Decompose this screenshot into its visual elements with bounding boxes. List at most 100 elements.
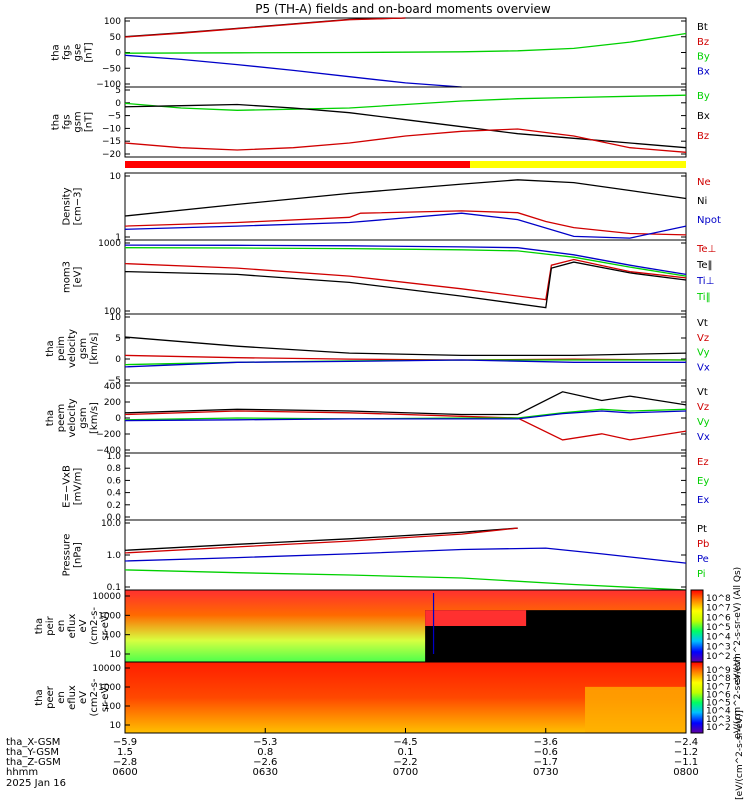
series-line-ni bbox=[124, 179, 687, 217]
panel-peem_gsm: 400 200 0 −200 −400 Vt Vz Vy Vx tha peem velocity gs… bbox=[45, 382, 710, 456]
panel-efield: 1.0 0.8 0.6 0.4 0.2 0.0 Ez Ey Ex E=−VxB [mV/m] bbox=[62, 452, 710, 523]
y-axis-label: gsm bbox=[78, 407, 89, 428]
y-axis-label: [nT] bbox=[84, 42, 95, 62]
x-tick-label: 0600 bbox=[112, 767, 137, 778]
y-tick-label: −200 bbox=[96, 430, 121, 440]
x-tick-label: −2.6 bbox=[253, 757, 277, 768]
x-tick-label: 0.1 bbox=[398, 747, 414, 758]
legend-label: Vt bbox=[697, 318, 708, 329]
colorbar-tick-label: 10^4 bbox=[706, 633, 731, 643]
legend-label: Vy bbox=[697, 348, 710, 359]
legend-label: Bz bbox=[697, 131, 709, 142]
legend-label: Ey bbox=[697, 476, 709, 487]
y-tick-label: 10 bbox=[110, 650, 122, 660]
y-axis-label: gsm bbox=[78, 338, 89, 359]
y-tick-label: 0 bbox=[115, 99, 121, 109]
y-tick-label: 10000 bbox=[92, 664, 121, 674]
panel-peir: 10000 1000 100 10 tha peir en eflux eV (cm2-s-sr-… bbox=[34, 589, 687, 663]
colorbar-tick-label: 10^8 bbox=[706, 594, 731, 604]
colorbar-tick-label: 10^5 bbox=[706, 623, 731, 633]
colorbar-tick-label: 10^2 bbox=[706, 652, 731, 662]
y-axis-label: Pressure bbox=[62, 534, 73, 577]
quality-bar-yellow bbox=[470, 161, 686, 168]
colorbar-tick-label: 10^5 bbox=[706, 699, 731, 709]
y-axis-label: eflux bbox=[67, 685, 78, 710]
x-tick-label: −5.3 bbox=[253, 737, 277, 748]
y-axis-label: tha bbox=[45, 410, 56, 426]
legend-label: Pi bbox=[697, 569, 706, 580]
legend-label: Vx bbox=[697, 362, 710, 373]
peer-orange-region bbox=[585, 686, 686, 733]
y-axis-label: mom3 bbox=[62, 261, 73, 293]
y-axis-label: [mV/m] bbox=[73, 468, 84, 506]
series-line-vx bbox=[124, 359, 686, 368]
y-tick-label: 1000 bbox=[98, 611, 121, 621]
colorbar-tick-label: 10^8 bbox=[706, 674, 731, 684]
legend-label: Pb bbox=[697, 539, 709, 550]
x-axis-row-label: hhmm bbox=[6, 767, 38, 778]
panel-fgs_gse: 100 50 0 −50 −100 Bt Bz By Bx tha fgs gse [nT] bbox=[51, 17, 710, 90]
series-line-npot bbox=[124, 212, 687, 239]
y-axis-label: gsm bbox=[73, 111, 84, 132]
series-line-te‖ bbox=[124, 261, 687, 309]
series-line-pi bbox=[124, 569, 687, 591]
y-axis-label: [cm−3] bbox=[73, 188, 84, 226]
y-tick-label: −5 bbox=[108, 376, 121, 386]
y-tick-label: −5 bbox=[108, 112, 121, 122]
y-axis-label: fgs bbox=[62, 45, 73, 60]
y-tick-label: 0.0 bbox=[107, 513, 122, 523]
legend-label: Ez bbox=[697, 457, 709, 468]
y-tick-label: −15 bbox=[102, 137, 121, 147]
panel-frame bbox=[124, 313, 687, 384]
x-tick-label: 1.5 bbox=[117, 747, 133, 758]
y-tick-label: 10 bbox=[110, 721, 122, 731]
colorbar-peir: 10^810^710^610^510^410^310^2 eV/(cm^2-s-s… bbox=[690, 567, 743, 685]
legend-label: Bx bbox=[697, 111, 710, 122]
plot-title: P5 (TH-A) fields and on-board moments ov… bbox=[255, 2, 551, 16]
series-line-by bbox=[124, 94, 687, 111]
panel-frame bbox=[124, 519, 687, 591]
y-tick-label: 200 bbox=[104, 398, 121, 408]
series-line-ne bbox=[124, 210, 687, 236]
colorbar-tick-label: 10^6 bbox=[706, 690, 731, 700]
series-line-vz bbox=[124, 354, 687, 361]
x-tick-label: −3.6 bbox=[534, 737, 558, 748]
y-axis-label: velocity bbox=[67, 398, 78, 437]
series-line-vt bbox=[124, 391, 687, 416]
y-tick-label: 5 bbox=[115, 86, 121, 96]
quality-bar-red bbox=[125, 161, 471, 168]
y-tick-label: 50 bbox=[110, 33, 122, 43]
y-tick-label: 0 bbox=[115, 49, 121, 59]
panel-frame bbox=[124, 86, 687, 158]
legend-label: Vt bbox=[697, 387, 708, 398]
y-tick-label: 10 bbox=[110, 313, 122, 323]
panel-peer: 10000 1000 100 10 tha peer en eflux eV (cm2-s-sr-… bbox=[34, 661, 687, 734]
legend-label: Te⊥ bbox=[696, 244, 716, 255]
legend-label: Ni bbox=[697, 196, 707, 207]
series-line-vz bbox=[124, 410, 687, 441]
series-line-ti‖ bbox=[124, 247, 687, 277]
x-axis-row-label: tha_Y-GSM bbox=[6, 747, 59, 758]
y-tick-label: −10 bbox=[102, 124, 121, 134]
x-tick-label: −2.4 bbox=[674, 737, 698, 748]
colorbar-tick-label: 10^2 bbox=[706, 723, 731, 733]
series-line-bz bbox=[124, 128, 687, 153]
legend-label: Vy bbox=[697, 417, 710, 428]
panel-fgs_gsm: 5 0 −5 −10 −15 −20 By Bx Bz tha fgs gsm [nT] bbox=[51, 86, 710, 160]
y-tick-label: 1.0 bbox=[107, 551, 122, 561]
panel-frame bbox=[124, 239, 687, 315]
colorbar-tick-label: 10^3 bbox=[706, 642, 731, 652]
x-tick-label: −2.8 bbox=[113, 757, 137, 768]
y-axis-label: velocity bbox=[67, 329, 78, 368]
colorbar-tick-label: 10^3 bbox=[706, 715, 731, 725]
x-tick-label: 0.8 bbox=[257, 747, 273, 758]
x-tick-label: 0700 bbox=[393, 767, 418, 778]
y-tick-label: 0.2 bbox=[107, 501, 121, 511]
y-tick-label: 1 bbox=[115, 233, 121, 243]
y-axis-label: en bbox=[56, 691, 67, 704]
y-tick-label: 0.8 bbox=[107, 464, 122, 474]
y-tick-label: 100 bbox=[104, 307, 121, 317]
